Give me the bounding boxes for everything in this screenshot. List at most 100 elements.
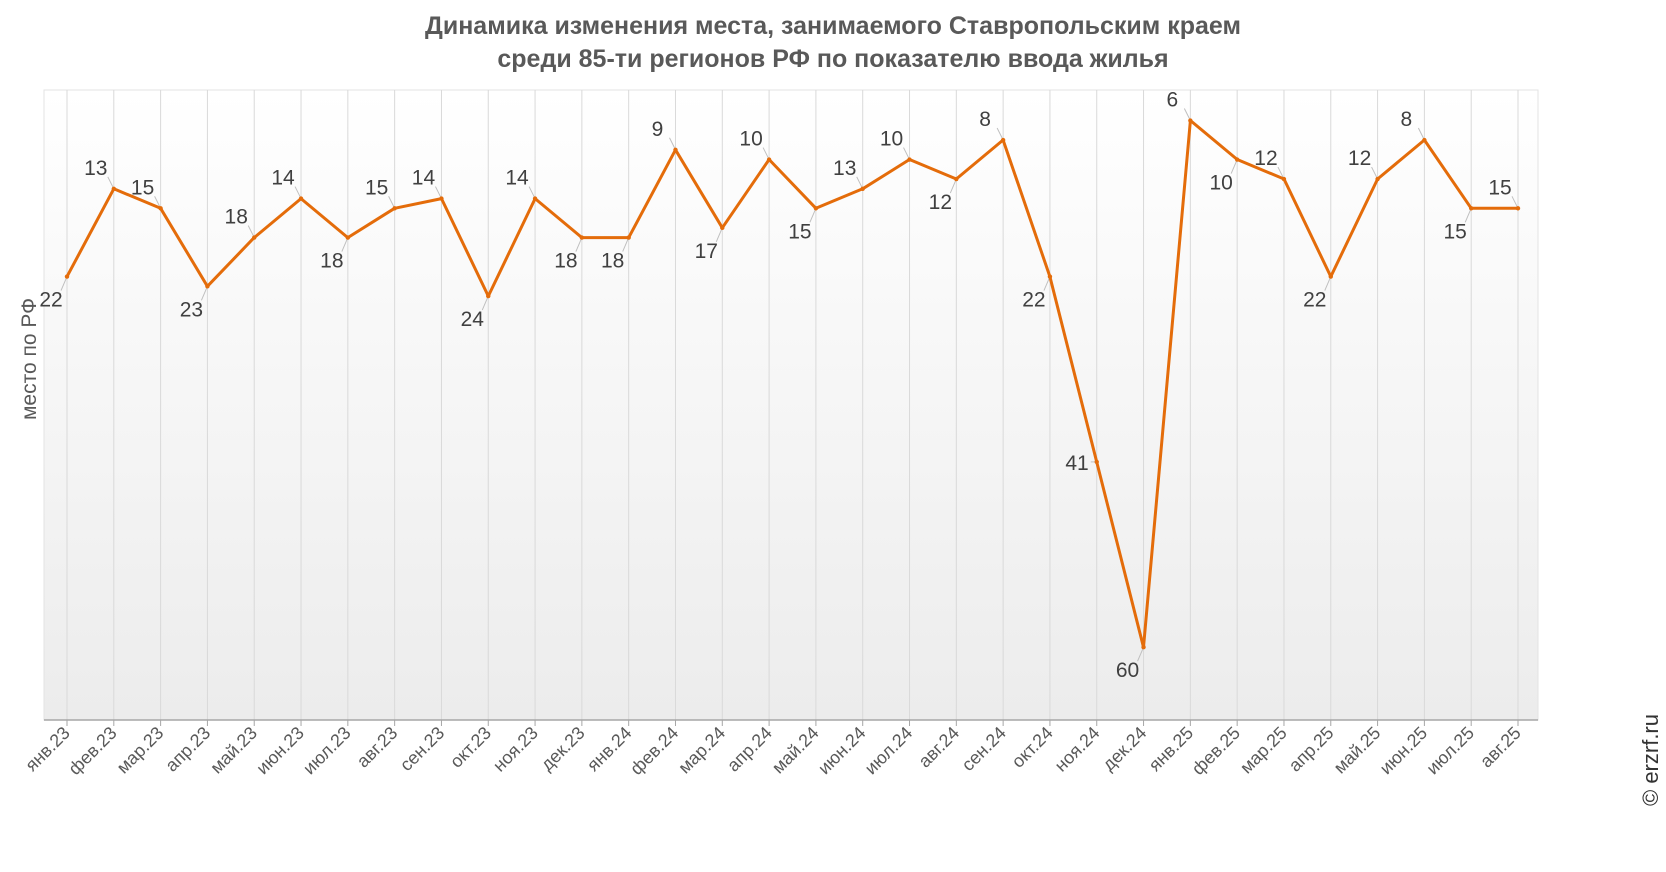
data-label: 10	[1209, 172, 1232, 195]
data-label: 14	[271, 167, 295, 190]
data-point	[1047, 274, 1053, 279]
data-label: 15	[365, 176, 388, 199]
x-tick-label: июн.23	[252, 723, 308, 779]
data-label: 18	[225, 206, 248, 229]
x-tick-label: май.23	[206, 723, 261, 778]
data-point	[1515, 206, 1521, 211]
label-leader	[1417, 127, 1425, 141]
data-label: 14	[412, 167, 436, 190]
x-tick-label: фев.23	[64, 723, 120, 779]
x-tick-label: авг.23	[353, 723, 402, 772]
data-point	[860, 186, 865, 191]
data-point	[1328, 274, 1333, 279]
data-point	[486, 293, 491, 299]
x-tick-label: май.24	[768, 723, 823, 778]
x-tick-label: сен.23	[396, 723, 448, 775]
data-point	[1422, 137, 1427, 143]
data-point	[439, 196, 444, 201]
data-point	[673, 147, 678, 152]
data-point	[158, 206, 163, 211]
x-tick-label: фев.24	[626, 723, 682, 779]
label-leader	[200, 286, 208, 301]
watermark: © erzrf.ru	[1638, 714, 1663, 806]
x-tick-label: июн.25	[1376, 723, 1432, 779]
plot-area	[43, 89, 1539, 721]
data-label: 12	[1348, 147, 1371, 170]
data-label: 13	[84, 157, 107, 180]
data-label: 15	[131, 176, 154, 199]
x-tick-label: июл.24	[861, 723, 917, 779]
data-point	[532, 196, 538, 201]
x-tick-label: июл.23	[299, 723, 355, 779]
label-leader	[949, 178, 957, 194]
x-tick-label: окт.23	[446, 723, 495, 772]
data-label: 23	[180, 298, 203, 321]
data-point	[1234, 157, 1240, 162]
data-point	[907, 157, 912, 162]
series-line	[65, 119, 1518, 649]
x-tick-label: дек.24	[1098, 723, 1150, 775]
data-label: 9	[652, 118, 664, 141]
label-leader	[388, 196, 396, 209]
x-tick-label: мар.25	[1236, 723, 1291, 778]
data-point	[1468, 206, 1474, 211]
data-point	[626, 235, 631, 240]
x-tick-label: апр.24	[723, 723, 776, 776]
data-label: 18	[601, 250, 624, 273]
data-label: 8	[979, 108, 991, 131]
data-point	[1281, 176, 1287, 182]
data-point	[954, 176, 959, 182]
data-point	[813, 206, 819, 211]
label-leader	[903, 147, 910, 160]
label-leader	[1511, 196, 1519, 209]
x-tick-label: мар.23	[113, 723, 168, 778]
data-point	[720, 225, 725, 231]
data-label: 8	[1401, 108, 1413, 131]
data-label: 41	[1065, 452, 1088, 475]
label-leader	[1183, 108, 1191, 121]
x-tick-label: фев.25	[1188, 723, 1244, 779]
data-label: 22	[1022, 289, 1045, 312]
label-leader	[1324, 276, 1332, 291]
x-tick-label: авг.25	[1476, 723, 1525, 772]
label-leader	[435, 186, 442, 199]
data-label: 17	[695, 240, 718, 263]
data-label: 18	[554, 250, 577, 273]
data-label: 15	[788, 220, 811, 243]
data-label: 15	[1444, 220, 1467, 243]
data-label: 60	[1116, 659, 1139, 682]
x-tick-label: авг.24	[914, 723, 963, 772]
label-leader	[622, 237, 630, 252]
data-point	[298, 196, 304, 201]
data-point	[252, 235, 257, 240]
data-point	[1094, 459, 1099, 465]
x-tick-label: дек.23	[537, 723, 589, 775]
data-point	[766, 157, 772, 162]
label-leader	[528, 186, 536, 199]
chart-title-line2: среди 85-ти регионов РФ по показателю вв…	[497, 45, 1169, 73]
data-label: 24	[461, 308, 485, 331]
label-leader	[856, 176, 864, 190]
x-tick-label: мар.24	[674, 723, 729, 778]
label-leader	[107, 176, 115, 190]
label-leader	[1043, 276, 1051, 291]
data-point	[345, 235, 351, 240]
chart-title: Динамика изменения места, занимаемого Ст…	[0, 10, 1666, 76]
label-leader	[481, 295, 489, 311]
x-tick-label: апр.25	[1285, 723, 1338, 776]
label-leader	[1464, 208, 1472, 223]
label-leader	[996, 127, 1004, 141]
data-point	[111, 186, 117, 191]
data-label: 10	[739, 128, 762, 151]
label-leader	[669, 137, 676, 151]
x-tick-label: ноя.24	[1051, 723, 1104, 776]
label-leader	[60, 276, 68, 291]
label-leader	[575, 237, 583, 252]
data-label: 18	[320, 250, 343, 273]
data-label: 13	[833, 157, 856, 180]
x-tick-label: сен.24	[958, 723, 1010, 775]
label-leader	[715, 227, 723, 243]
label-leader	[294, 186, 302, 199]
data-point	[64, 274, 70, 279]
